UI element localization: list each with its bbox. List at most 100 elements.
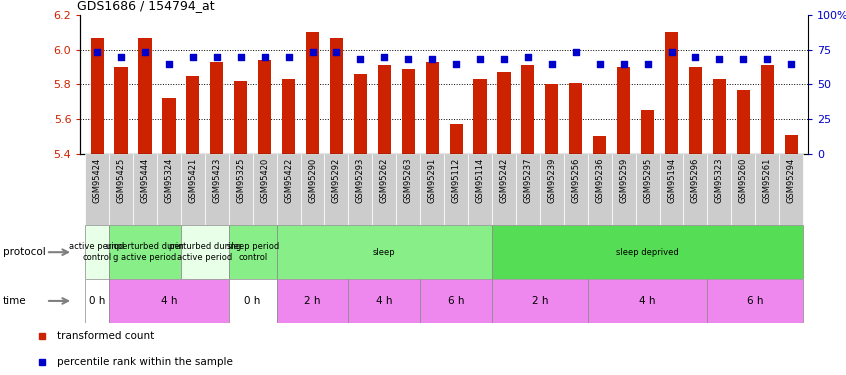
Bar (282, 79, 295, 154)
Point (258, 54, 272, 60)
Bar (761, 65, 774, 154)
Bar (737, 90, 750, 154)
Text: GSM95324: GSM95324 (164, 158, 173, 203)
Point (186, 54, 200, 60)
Bar (731, 154, 755, 225)
Point (689, 54, 702, 60)
Bar (114, 67, 128, 154)
Bar (420, 279, 492, 322)
Text: 4 h: 4 h (640, 296, 656, 306)
Bar (377, 65, 391, 154)
Bar (372, 154, 396, 225)
Text: active period
control: active period control (69, 243, 124, 262)
Point (234, 54, 248, 60)
Bar (85, 225, 109, 279)
Point (138, 50, 151, 55)
Point (402, 56, 415, 62)
Text: GSM95114: GSM95114 (475, 158, 485, 203)
Bar (593, 136, 607, 154)
Bar (277, 279, 349, 322)
Text: sleep deprived: sleep deprived (616, 248, 679, 256)
Text: GSM95259: GSM95259 (619, 158, 628, 203)
Text: sleep: sleep (373, 248, 396, 256)
Text: GSM95292: GSM95292 (332, 158, 341, 203)
Bar (707, 154, 731, 225)
Bar (258, 60, 272, 154)
Text: perturbed during
active period: perturbed during active period (168, 243, 241, 262)
Bar (635, 154, 660, 225)
Bar (234, 81, 247, 154)
Text: sleep period
control: sleep period control (227, 243, 279, 262)
Text: 6 h: 6 h (747, 296, 764, 306)
Bar (181, 225, 228, 279)
Point (737, 56, 750, 62)
Text: protocol: protocol (3, 247, 46, 257)
Bar (253, 154, 277, 225)
Bar (306, 32, 319, 154)
Point (521, 54, 535, 60)
Bar (349, 154, 372, 225)
Bar (300, 154, 325, 225)
Text: 0 h: 0 h (89, 296, 105, 306)
Bar (349, 279, 420, 322)
Bar (707, 279, 803, 322)
Text: GSM95236: GSM95236 (596, 158, 604, 203)
Bar (689, 67, 702, 154)
Bar (205, 154, 228, 225)
Bar (109, 154, 133, 225)
Bar (85, 279, 109, 322)
Point (426, 56, 439, 62)
Point (305, 50, 319, 55)
Text: transformed count: transformed count (58, 331, 155, 340)
Point (114, 54, 128, 60)
Point (473, 56, 486, 62)
Text: GSM95256: GSM95256 (571, 158, 580, 203)
Point (210, 54, 223, 60)
Bar (325, 154, 349, 225)
Bar (181, 154, 205, 225)
Point (593, 60, 607, 67)
Point (640, 60, 654, 67)
Point (497, 56, 511, 62)
Bar (157, 154, 181, 225)
Bar (617, 67, 630, 154)
Bar (492, 279, 588, 322)
Point (449, 60, 463, 67)
Text: GSM95291: GSM95291 (428, 158, 437, 203)
Text: GSM95421: GSM95421 (189, 158, 197, 203)
Text: time: time (3, 296, 26, 306)
Bar (396, 154, 420, 225)
Text: GSM95112: GSM95112 (452, 158, 460, 203)
Text: GSM95260: GSM95260 (739, 158, 748, 203)
Text: 2 h: 2 h (531, 296, 548, 306)
Bar (109, 225, 181, 279)
Point (377, 54, 391, 60)
Bar (665, 32, 678, 154)
Bar (563, 154, 588, 225)
Text: GSM95262: GSM95262 (380, 158, 389, 203)
Text: 6 h: 6 h (448, 296, 464, 306)
Text: GDS1686 / 154794_at: GDS1686 / 154794_at (77, 0, 214, 12)
Bar (449, 124, 463, 154)
Text: percentile rank within the sample: percentile rank within the sample (58, 357, 233, 367)
Bar (713, 79, 726, 154)
Text: GSM95261: GSM95261 (763, 158, 772, 203)
Bar (228, 225, 277, 279)
Bar (91, 38, 104, 154)
Bar (779, 154, 803, 225)
Text: GSM95293: GSM95293 (356, 158, 365, 203)
Bar (784, 135, 798, 154)
Bar (354, 74, 367, 154)
Point (162, 60, 176, 67)
Text: GSM95325: GSM95325 (236, 158, 245, 203)
Bar (588, 154, 612, 225)
Bar (109, 279, 228, 322)
Text: GSM95237: GSM95237 (524, 158, 532, 203)
Point (330, 50, 343, 55)
Bar (444, 154, 468, 225)
Bar (497, 72, 511, 154)
Bar (684, 154, 707, 225)
Bar (277, 154, 300, 225)
Text: GSM95290: GSM95290 (308, 158, 317, 203)
Bar (660, 154, 684, 225)
